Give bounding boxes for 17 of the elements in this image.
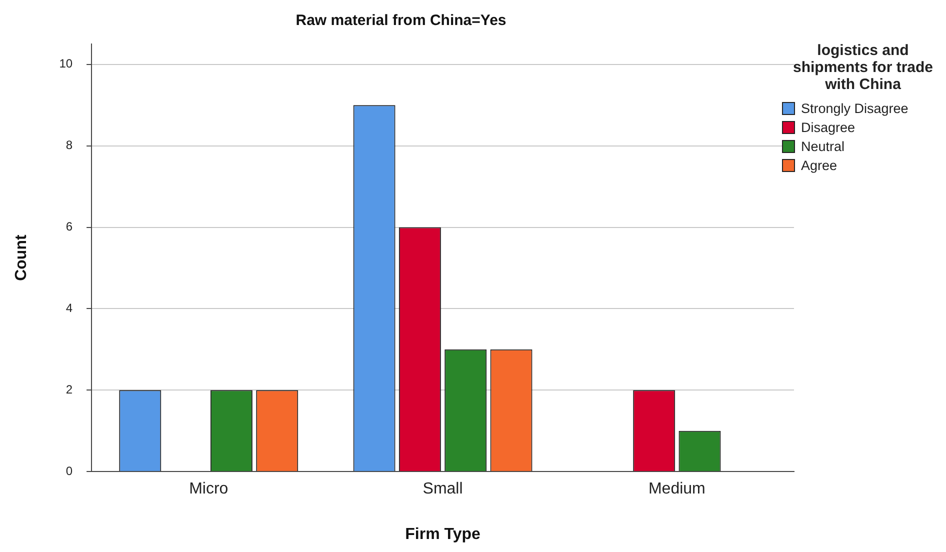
x-tick-label: Medium [648,480,706,498]
legend-label: Agree [801,158,838,173]
x-axis-title: Firm Type [405,526,481,543]
y-tick-label: 2 [66,382,73,396]
y-axis-title: Count [13,234,30,281]
y-tick-label: 8 [66,138,73,152]
y-tick-label: 10 [59,56,73,71]
x-tick-label: Micro [189,480,228,498]
legend-label: Neutral [801,139,845,154]
x-tick-label: Small [422,480,463,498]
legend-title: logistics and shipments for trade with China [792,42,934,93]
y-tick-label: 0 [66,464,73,478]
y-tick-label: 4 [66,301,73,316]
legend-label: Strongly Disagree [801,101,908,116]
y-tick-label: 6 [66,220,73,234]
chart-title: Raw material from China=Yes [296,12,506,30]
legend-label: Disagree [801,120,856,135]
